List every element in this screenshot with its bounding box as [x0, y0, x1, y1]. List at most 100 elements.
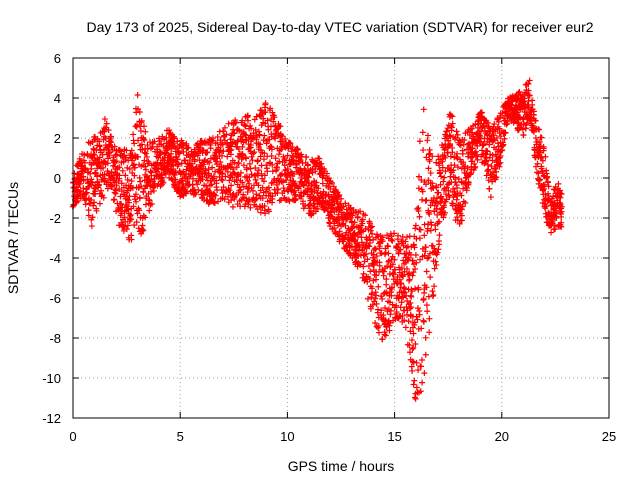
data-point: [423, 302, 430, 309]
data-point: [360, 270, 367, 277]
data-point: [287, 177, 294, 184]
data-point: [545, 183, 552, 190]
data-point: [269, 161, 276, 168]
data-point: [180, 148, 187, 155]
data-point: [490, 132, 497, 139]
data-point: [225, 120, 232, 127]
data-point: [239, 179, 246, 186]
data-point: [255, 172, 262, 179]
data-point: [244, 177, 251, 184]
data-point: [417, 226, 424, 233]
data-point: [496, 163, 503, 170]
data-point: [76, 155, 83, 162]
data-point: [259, 195, 266, 202]
data-point: [380, 268, 387, 275]
data-point: [431, 265, 438, 272]
data-point: [306, 170, 313, 177]
data-point: [281, 162, 288, 169]
data-point: [393, 309, 400, 316]
data-point: [142, 150, 149, 157]
data-point: [226, 187, 233, 194]
data-point: [248, 171, 255, 178]
data-point: [406, 349, 413, 356]
data-point: [395, 250, 402, 257]
data-point: [444, 125, 451, 132]
data-point: [525, 80, 532, 87]
data-point: [411, 377, 418, 384]
plot-frame: [72, 57, 610, 419]
data-point: [272, 155, 279, 162]
data-point: [409, 345, 416, 352]
data-point: [142, 166, 149, 173]
data-point: [143, 153, 150, 160]
data-point: [138, 230, 145, 237]
data-point: [252, 126, 259, 133]
data-point: [469, 145, 476, 152]
data-point: [407, 305, 414, 312]
data-point: [140, 135, 147, 142]
data-point: [162, 171, 169, 178]
data-point: [267, 189, 274, 196]
data-point: [279, 159, 286, 166]
data-point: [427, 274, 434, 281]
data-point: [536, 176, 543, 183]
data-point: [555, 180, 562, 187]
data-point: [558, 219, 565, 226]
data-point: [106, 149, 113, 155]
y-tick-label: 4: [54, 91, 61, 106]
data-point: [224, 153, 231, 160]
data-point: [108, 133, 115, 140]
data-point: [402, 238, 409, 245]
data-point: [412, 340, 419, 347]
data-markers: [69, 77, 565, 402]
data-point: [286, 198, 293, 205]
data-point: [459, 203, 466, 210]
data-point: [421, 252, 428, 259]
data-point: [526, 92, 533, 99]
data-point: [460, 159, 467, 166]
data-point: [460, 185, 467, 192]
data-point: [540, 143, 547, 150]
data-point: [84, 152, 91, 159]
data-point: [534, 160, 541, 167]
data-point: [179, 191, 186, 198]
data-point: [397, 304, 404, 311]
data-point: [407, 300, 414, 307]
data-point: [257, 209, 264, 216]
data-point: [379, 336, 386, 343]
y-tick-label: -2: [49, 211, 61, 226]
data-point: [453, 128, 460, 135]
data-point: [156, 137, 163, 144]
data-point: [558, 203, 565, 210]
data-point: [472, 163, 479, 170]
data-point: [444, 181, 451, 188]
data-point: [395, 295, 402, 302]
data-point: [410, 269, 417, 276]
data-point: [231, 130, 238, 137]
data-point: [247, 204, 254, 211]
data-point: [488, 163, 495, 170]
data-point: [364, 295, 371, 302]
data-point: [123, 147, 130, 154]
data-point: [497, 159, 504, 166]
data-point: [440, 202, 447, 209]
data-point: [324, 170, 331, 177]
data-point: [289, 144, 296, 151]
data-point: [373, 253, 380, 260]
data-point: [406, 276, 413, 283]
data-point: [387, 307, 394, 314]
data-point: [261, 150, 268, 157]
data-point: [401, 285, 408, 292]
data-point: [398, 299, 405, 306]
data-point: [556, 187, 563, 194]
data-point: [140, 123, 147, 130]
data-point: [423, 268, 430, 275]
data-point: [176, 150, 183, 157]
data-point: [91, 199, 98, 206]
data-point: [454, 131, 461, 138]
data-point: [146, 197, 153, 204]
data-point: [400, 288, 407, 295]
data-point: [369, 301, 376, 308]
data-point: [239, 117, 246, 124]
